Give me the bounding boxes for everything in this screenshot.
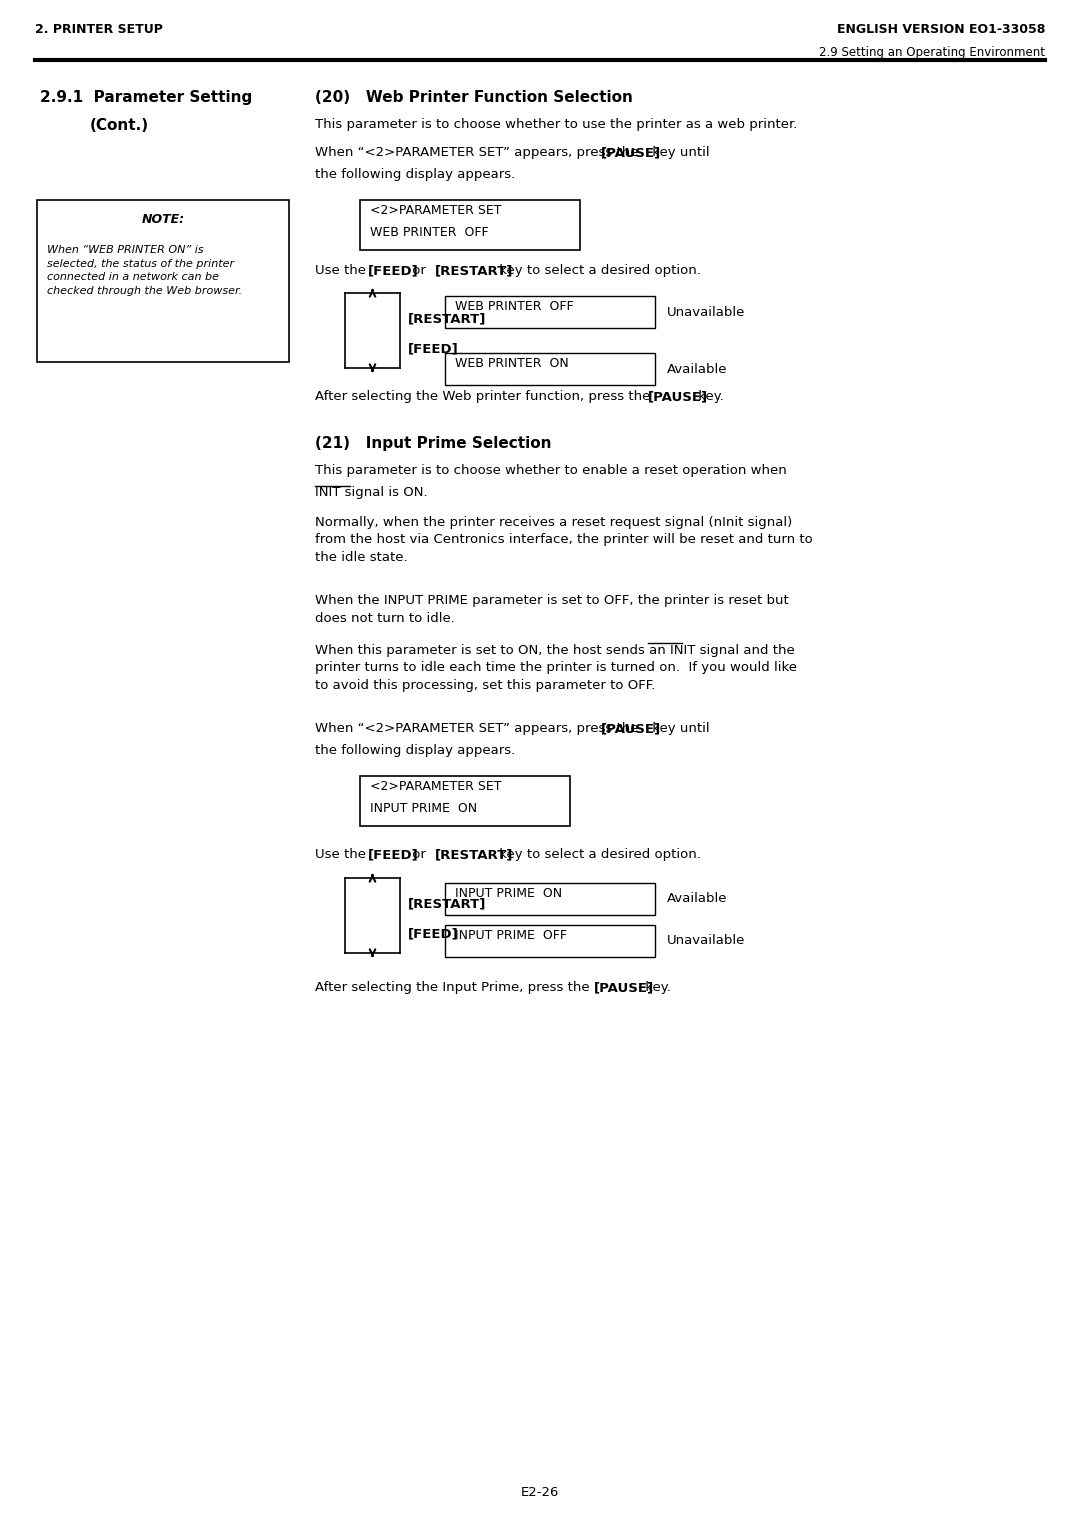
Text: [RESTART]: [RESTART] <box>408 897 486 911</box>
Bar <box>445 353 654 385</box>
Text: This parameter is to choose whether to enable a reset operation when: This parameter is to choose whether to e… <box>315 465 786 477</box>
Text: key until: key until <box>648 723 710 735</box>
Text: (21)   Input Prime Selection: (21) Input Prime Selection <box>315 435 552 451</box>
Text: key.: key. <box>694 390 724 403</box>
Text: When “<2>PARAMETER SET” appears, press the: When “<2>PARAMETER SET” appears, press t… <box>315 147 643 159</box>
Text: the following display appears.: the following display appears. <box>315 168 515 180</box>
Bar <box>37 200 289 362</box>
Text: NOTE:: NOTE: <box>141 212 185 226</box>
Text: [FEED]: [FEED] <box>408 342 459 354</box>
Text: key to select a desired option.: key to select a desired option. <box>495 264 701 277</box>
Text: <2>PARAMETER SET: <2>PARAMETER SET <box>370 205 501 217</box>
Bar <box>445 924 654 957</box>
Text: [FEED]: [FEED] <box>408 927 459 940</box>
Text: INPUT PRIME  ON: INPUT PRIME ON <box>455 886 562 900</box>
Text: [RESTART]: [RESTART] <box>408 312 486 325</box>
Text: or: or <box>408 264 430 277</box>
Text: Normally, when the printer receives a reset request signal (nInit signal)
from t: Normally, when the printer receives a re… <box>315 516 813 564</box>
Text: Available: Available <box>667 362 728 376</box>
Text: WEB PRINTER  OFF: WEB PRINTER OFF <box>455 299 573 313</box>
Text: the following display appears.: the following display appears. <box>315 744 515 756</box>
Bar <box>445 296 654 329</box>
Text: (Cont.): (Cont.) <box>90 118 149 133</box>
Text: [PAUSE]: [PAUSE] <box>648 390 707 403</box>
Text: When the INPUT PRIME parameter is set to OFF, the printer is reset but
does not : When the INPUT PRIME parameter is set to… <box>315 594 788 625</box>
Text: Use the: Use the <box>315 264 370 277</box>
Text: Available: Available <box>667 892 728 906</box>
Text: When this parameter is set to ON, the host sends an INIT signal and the
printer : When this parameter is set to ON, the ho… <box>315 643 797 692</box>
Text: INPUT PRIME  ON: INPUT PRIME ON <box>370 802 477 814</box>
Text: When “WEB PRINTER ON” is
selected, the status of the printer
connected in a netw: When “WEB PRINTER ON” is selected, the s… <box>48 244 242 296</box>
Bar <box>360 200 580 251</box>
Text: Use the: Use the <box>315 848 370 860</box>
Text: 2.9.1  Parameter Setting: 2.9.1 Parameter Setting <box>40 90 253 105</box>
Text: When “<2>PARAMETER SET” appears, press the: When “<2>PARAMETER SET” appears, press t… <box>315 723 643 735</box>
Text: or: or <box>408 848 430 860</box>
Text: INPUT PRIME  OFF: INPUT PRIME OFF <box>455 929 567 941</box>
Text: This parameter is to choose whether to use the printer as a web printer.: This parameter is to choose whether to u… <box>315 118 797 131</box>
Text: 2. PRINTER SETUP: 2. PRINTER SETUP <box>35 23 163 37</box>
Text: [PAUSE]: [PAUSE] <box>594 981 654 995</box>
Text: E2-26: E2-26 <box>521 1487 559 1499</box>
Text: <2>PARAMETER SET: <2>PARAMETER SET <box>370 779 501 793</box>
Bar <box>445 883 654 915</box>
Text: After selecting the Input Prime, press the: After selecting the Input Prime, press t… <box>315 981 594 995</box>
Text: (20)   Web Printer Function Selection: (20) Web Printer Function Selection <box>315 90 633 105</box>
Text: [FEED]: [FEED] <box>368 848 419 860</box>
Text: INIT signal is ON.: INIT signal is ON. <box>315 486 428 500</box>
Text: [PAUSE]: [PAUSE] <box>600 147 661 159</box>
Text: WEB PRINTER  ON: WEB PRINTER ON <box>455 358 569 370</box>
Bar <box>360 776 570 827</box>
Text: Unavailable: Unavailable <box>667 935 745 947</box>
Text: WEB PRINTER  OFF: WEB PRINTER OFF <box>370 226 488 238</box>
Text: [PAUSE]: [PAUSE] <box>600 723 661 735</box>
Text: key until: key until <box>648 147 710 159</box>
Text: [RESTART]: [RESTART] <box>434 848 513 860</box>
Text: ENGLISH VERSION EO1-33058: ENGLISH VERSION EO1-33058 <box>837 23 1045 37</box>
Text: 2.9 Setting an Operating Environment: 2.9 Setting an Operating Environment <box>819 46 1045 60</box>
Text: key to select a desired option.: key to select a desired option. <box>495 848 701 860</box>
Text: After selecting the Web printer function, press the: After selecting the Web printer function… <box>315 390 654 403</box>
Text: [FEED]: [FEED] <box>368 264 419 277</box>
Text: Unavailable: Unavailable <box>667 306 745 318</box>
Text: [RESTART]: [RESTART] <box>434 264 513 277</box>
Text: key.: key. <box>640 981 671 995</box>
